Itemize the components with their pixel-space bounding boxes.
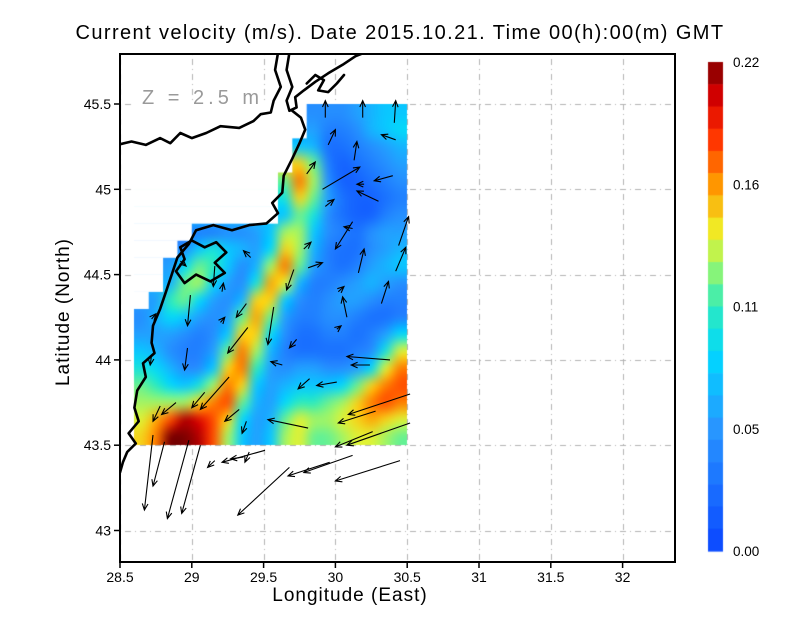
x-tick-label: 29: [184, 569, 200, 585]
y-tick-label: 44: [95, 352, 111, 368]
velocity-vector-arrow: [219, 281, 226, 292]
velocity-vector-arrow: [285, 269, 295, 292]
y-tick-label: 44.5: [84, 267, 111, 283]
velocity-vector-arrow: [165, 439, 190, 520]
velocity-vector-arrow: [182, 347, 189, 372]
velocity-vector-arrow: [337, 285, 346, 294]
velocity-vector-arrow: [303, 241, 312, 250]
velocity-vector-arrow: [160, 402, 177, 416]
velocity-vector-arrow: [184, 295, 192, 328]
velocity-vector-arrow: [286, 461, 330, 478]
velocity-vector-arrow: [357, 247, 366, 274]
x-tick-label: 31.5: [537, 569, 564, 585]
coastline: [174, 239, 228, 285]
velocity-vector-arrow: [149, 312, 157, 321]
velocity-vector-arrow: [266, 417, 309, 429]
chart-title: Current velocity (m/s). Date 2015.10.21.…: [75, 22, 725, 44]
velocity-vector-arrow: [395, 246, 407, 272]
colorbar-tick-label: 0.11: [733, 300, 758, 315]
x-tick-label: 28.5: [106, 569, 133, 585]
velocity-vector-arrow: [302, 454, 353, 474]
velocity-vector-arrow: [334, 221, 354, 251]
velocity-vector-arrow: [244, 451, 251, 464]
velocity-vector-arrow: [359, 99, 367, 118]
velocity-vector-arrow: [321, 99, 329, 118]
y-tick-label: 45: [95, 181, 111, 197]
velocity-vector-arrow: [297, 378, 310, 390]
velocity-vector-arrow: [355, 190, 379, 202]
velocity-vector-arrow: [199, 376, 230, 411]
velocity-vector-arrow: [327, 128, 336, 146]
velocity-vector-arrow: [334, 431, 373, 448]
y-tick-label: 45.5: [84, 96, 111, 112]
velocity-vector-arrow: [226, 327, 249, 355]
velocity-vector-arrow: [265, 306, 275, 346]
velocity-vector-arrow: [288, 339, 298, 350]
velocity-vector-arrow: [236, 466, 290, 517]
velocity-vector-arrow: [337, 410, 376, 425]
velocity-vector-arrow: [151, 441, 166, 488]
velocity-vector-arrow: [322, 166, 361, 190]
depth-annotation: Z = 2.5 m: [142, 87, 264, 109]
velocity-vector-arrow: [345, 353, 391, 361]
x-tick-label: 30.5: [394, 569, 421, 585]
velocity-vector-arrow: [315, 381, 337, 388]
velocity-vector-arrow: [269, 360, 283, 367]
colorbar-tick-label: 0.05: [733, 422, 759, 437]
colorbar-tick-label: 0.22: [733, 55, 759, 70]
velocity-vector-arrow: [179, 259, 188, 268]
velocity-vector-arrow: [345, 422, 411, 447]
colorbar-tick-label: 0.16: [733, 177, 759, 192]
velocity-vector-arrow: [223, 408, 240, 423]
y-tick-label: 43: [95, 523, 111, 539]
x-axis-label: Longitude (East): [272, 585, 428, 606]
velocity-vector-arrow: [372, 175, 393, 183]
velocity-vector-arrow: [220, 449, 266, 464]
velocity-vector-arrow: [324, 198, 336, 207]
velocity-vector-arrow: [235, 303, 247, 319]
y-tick-label: 43.5: [84, 437, 111, 453]
velocity-vector-arrow: [398, 215, 410, 246]
velocity-vector-arrow: [206, 460, 216, 469]
velocity-vector-arrow: [347, 393, 411, 416]
coastline: [285, 55, 363, 113]
coastline: [305, 73, 346, 94]
velocity-vector-arrow: [349, 361, 370, 369]
x-tick-label: 29.5: [250, 569, 277, 585]
coastline: [121, 55, 283, 147]
x-tick-label: 30: [328, 569, 344, 585]
coastline: [121, 109, 307, 474]
x-tick-label: 32: [615, 569, 631, 585]
velocity-vector-arrow: [380, 133, 396, 141]
velocity-vector-arrow: [240, 421, 248, 435]
velocity-vector-arrow: [218, 316, 226, 325]
plot-frame: [119, 53, 676, 563]
velocity-vector-arrow: [380, 280, 390, 304]
velocity-vector-arrow: [242, 249, 252, 258]
velocity-vector-arrow: [334, 460, 401, 483]
velocity-vector-arrow: [340, 295, 348, 318]
velocity-vector-arrow: [210, 266, 218, 288]
velocity-vector-arrow: [307, 261, 324, 269]
velocity-vector-arrow: [342, 224, 353, 232]
velocity-vector-arrow: [147, 354, 155, 367]
y-axis-label: Latitude (North): [53, 238, 74, 387]
velocity-vector-arrow: [152, 405, 161, 423]
velocity-vector-arrow: [334, 324, 343, 333]
velocity-vector-arrow: [392, 99, 399, 123]
velocity-vector-arrow: [355, 180, 365, 188]
velocity-vector-arrow: [352, 140, 360, 161]
velocity-vector-arrow: [141, 434, 154, 512]
x-tick-label: 31: [471, 569, 487, 585]
colorbar-tick-label: 0.00: [733, 544, 759, 559]
velocity-vector-arrow: [180, 445, 201, 515]
velocity-vector-arrow: [306, 160, 317, 175]
velocity-vector-arrow: [190, 391, 206, 409]
